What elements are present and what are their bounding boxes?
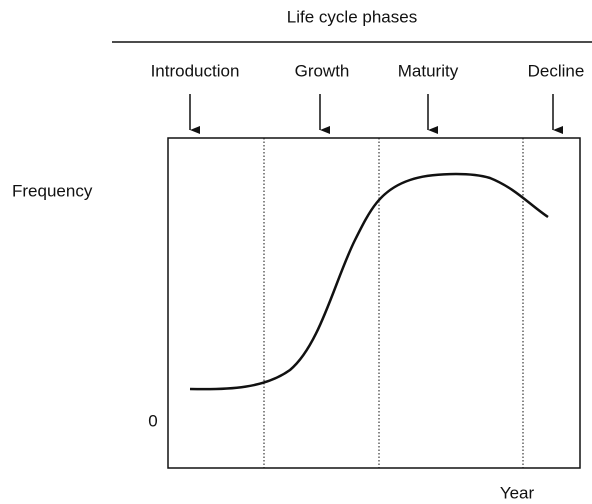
phase-label: Decline [528,61,585,80]
y-axis-label: Frequency [12,181,93,200]
phase-label: Introduction [151,61,240,80]
diagram-title: Life cycle phases [287,7,417,26]
plot-frame [167,137,581,469]
phase-label: Maturity [398,61,459,80]
life-cycle-curve [189,172,549,391]
phase-arrows [189,94,563,134]
x-axis-label: Year [500,483,535,502]
phase-dividers [263,138,524,468]
y-origin-label: 0 [148,411,157,430]
phase-label: Growth [295,61,350,80]
